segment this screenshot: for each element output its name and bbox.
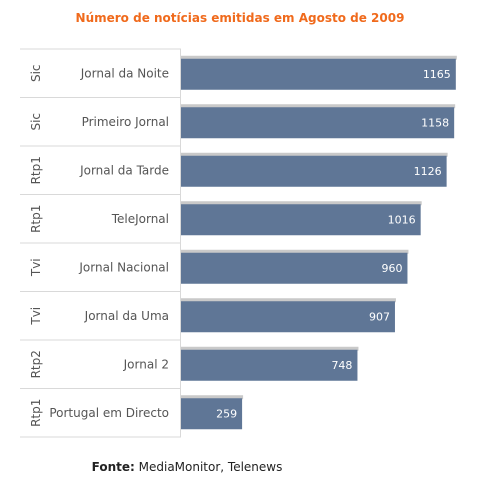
- group-label: Tvi: [29, 258, 43, 277]
- group-label: Sic: [29, 113, 43, 131]
- value-label: 259: [216, 407, 237, 420]
- group-label: Rtp2: [29, 350, 43, 378]
- value-label: 1158: [421, 116, 449, 129]
- bar-shadow: [181, 55, 457, 60]
- value-label: 1016: [388, 213, 416, 226]
- source-label: Fonte:: [91, 460, 135, 474]
- bar-shadow: [181, 298, 396, 303]
- group-label: Rtp1: [29, 205, 43, 233]
- bar: [181, 349, 358, 381]
- bar-shadow: [181, 104, 456, 109]
- bar-shadow: [181, 201, 422, 206]
- bar: [181, 204, 421, 236]
- bar: [181, 301, 395, 333]
- bar-shadow: [181, 249, 409, 254]
- category-label: Jornal da Tarde: [79, 163, 169, 177]
- category-label: Jornal da Noite: [80, 66, 169, 80]
- category-label: TeleJornal: [111, 212, 169, 226]
- group-label: Rtp1: [29, 156, 43, 184]
- category-label: Jornal da Uma: [84, 309, 169, 323]
- bar: [181, 58, 456, 90]
- bar: [181, 155, 447, 187]
- value-label: 1126: [414, 165, 442, 178]
- bar-shadow: [181, 152, 448, 157]
- source-text: MediaMonitor, Telenews: [138, 460, 283, 474]
- group-label: Tvi: [29, 307, 43, 326]
- value-label: 1165: [423, 68, 451, 81]
- chart-title: Número de notícias emitidas em Agosto de…: [75, 11, 405, 25]
- value-label: 748: [331, 359, 352, 372]
- group-label: Rtp1: [29, 399, 43, 427]
- category-label: Jornal 2: [123, 357, 169, 371]
- category-label: Portugal em Directo: [49, 406, 169, 420]
- bar: [181, 252, 408, 284]
- source-line: Fonte: MediaMonitor, Telenews: [0, 460, 374, 474]
- category-label: Primeiro Jornal: [82, 115, 169, 129]
- bar-shadow: [181, 346, 359, 351]
- bar: [181, 398, 243, 430]
- bar-shadow: [181, 395, 244, 400]
- group-label: Sic: [29, 64, 43, 82]
- value-label: 960: [381, 262, 402, 275]
- value-label: 907: [369, 310, 390, 323]
- bar: [181, 107, 455, 139]
- category-label: Jornal Nacional: [78, 260, 169, 274]
